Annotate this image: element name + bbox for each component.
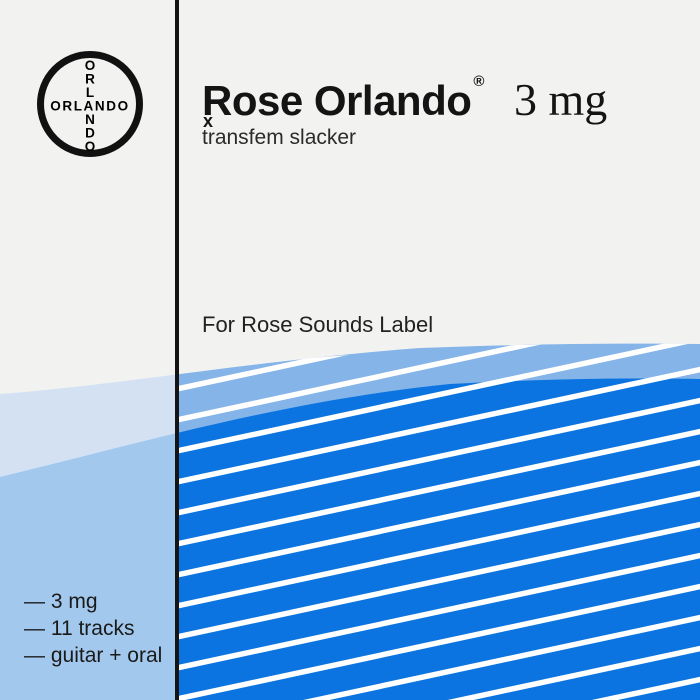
title-rest: ose Orlando bbox=[231, 77, 472, 124]
logo-word-horizontal: ORLANDO bbox=[50, 98, 129, 113]
divider-line bbox=[175, 0, 179, 700]
stripe-line bbox=[177, 550, 700, 675]
stripe-line bbox=[177, 457, 700, 582]
label-tagline: For Rose Sounds Label bbox=[202, 312, 434, 337]
spec-item-format: — guitar + oral bbox=[24, 644, 163, 667]
logo-letter-v7: O bbox=[85, 139, 96, 154]
logo-letter-v3: L bbox=[86, 85, 94, 100]
logo-letter-v2: R bbox=[85, 71, 95, 86]
stripe-line bbox=[177, 364, 700, 489]
logo-circle-icon bbox=[37, 51, 143, 157]
diagonal-stripes bbox=[177, 343, 700, 700]
stripe-line bbox=[177, 519, 700, 644]
stripe-line bbox=[177, 426, 700, 551]
right-wave-group bbox=[177, 343, 700, 700]
stripe-line bbox=[177, 343, 700, 458]
logo-letter-v5: N bbox=[85, 112, 95, 127]
orlando-logo: ORLANDO O R L N D O bbox=[37, 51, 143, 157]
logo-letter-v6: D bbox=[85, 125, 95, 140]
rx-subscript-x: x bbox=[203, 111, 214, 131]
wave-lower-left bbox=[0, 433, 177, 700]
stripe-line bbox=[177, 488, 700, 613]
stripe-line bbox=[177, 343, 700, 396]
rx-letter-r: R bbox=[202, 77, 232, 124]
stripe-line bbox=[177, 612, 700, 700]
stripe-line bbox=[177, 395, 700, 520]
spec-item-tracks: — 11 tracks bbox=[24, 617, 135, 640]
stripe-line bbox=[177, 581, 700, 700]
stripe-line bbox=[177, 343, 700, 427]
album-subtitle: transfem slacker bbox=[202, 126, 357, 149]
spec-item-dose: — 3 mg bbox=[24, 590, 98, 613]
logo-letter-v1: O bbox=[85, 58, 96, 73]
left-wave-group bbox=[0, 374, 177, 700]
stripe-line bbox=[177, 643, 700, 700]
specs-list: — 3 mg — 11 tracks — guitar + oral bbox=[24, 588, 162, 669]
dose-label: 3 mg bbox=[513, 74, 608, 125]
registered-mark: ® bbox=[473, 73, 484, 90]
stripe-line bbox=[177, 674, 700, 700]
